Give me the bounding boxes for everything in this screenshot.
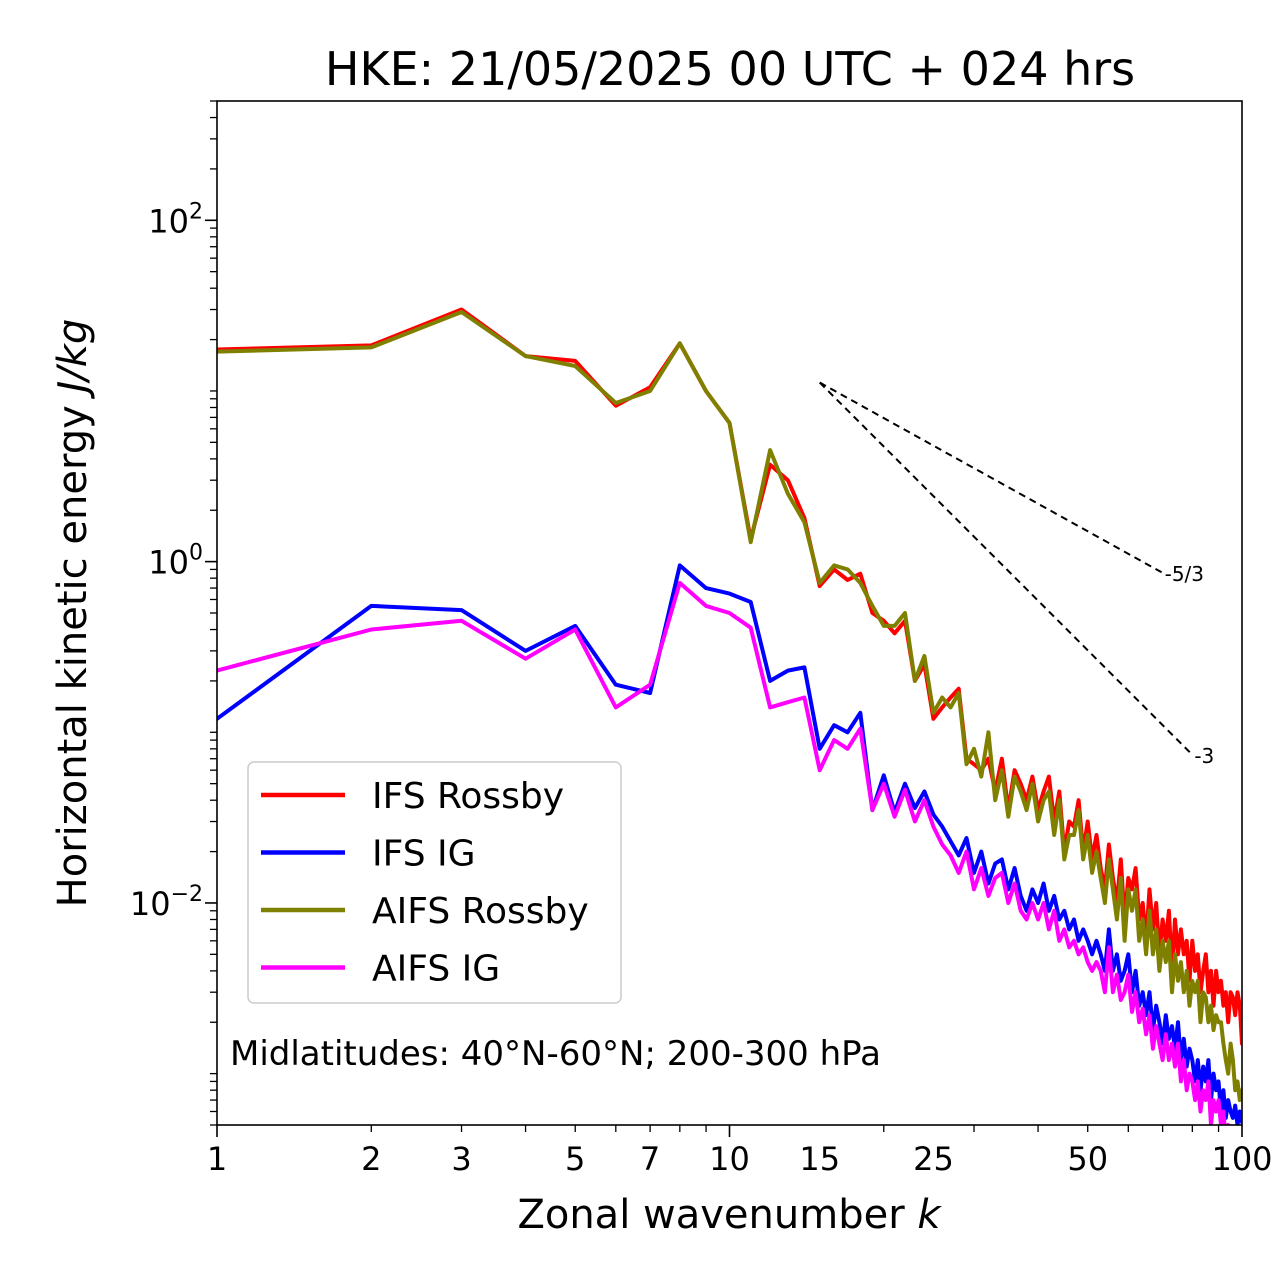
y-tick-label: 102 xyxy=(148,199,203,240)
series-line-aifs-ig xyxy=(217,580,1231,1125)
x-tick-label: 7 xyxy=(640,1140,660,1178)
y-tick-label: 10−2 xyxy=(130,882,203,923)
plot-area: -5/3 -3 1 2 3 5 7 10 15 25 50 100 10−2 100 102 xyxy=(130,100,1273,1178)
reference-slope-line xyxy=(819,381,1164,574)
series-line-aifs-rossby xyxy=(217,310,1242,1103)
y-axis-label: Horizontal kinetic energy J/kg xyxy=(50,319,96,908)
x-axis-ticks: 1 2 3 5 7 10 15 25 50 100 xyxy=(207,1125,1273,1178)
x-tick-label: 15 xyxy=(799,1140,840,1178)
x-tick-label: 50 xyxy=(1067,1140,1108,1178)
reference-slope-layer: -5/3 -3 xyxy=(819,381,1214,768)
y-axis-ticks: 10−2 100 102 xyxy=(130,100,217,1126)
x-tick-label: 25 xyxy=(913,1140,954,1178)
legend-label: IFS IG xyxy=(372,834,476,875)
legend-label: IFS Rossby xyxy=(372,776,564,817)
y-tick-label: 100 xyxy=(148,541,203,582)
series-line-ifs-ig xyxy=(217,563,1242,1125)
x-tick-label: 100 xyxy=(1211,1140,1272,1178)
region-annotation: Midlatitudes: 40°N-60°N; 200-300 hPa xyxy=(230,1034,881,1074)
chart-title: HKE: 21/05/2025 00 UTC + 024 hrs xyxy=(325,42,1135,96)
legend-label: AIFS Rossby xyxy=(372,891,589,932)
x-tick-label: 10 xyxy=(709,1140,750,1178)
reference-slope-label: -5/3 xyxy=(1165,562,1204,586)
x-axis-label: Zonal wavenumber k xyxy=(517,1192,942,1238)
series-layer xyxy=(217,307,1242,1125)
x-tick-label: 1 xyxy=(207,1140,227,1178)
x-tick-label: 5 xyxy=(565,1140,585,1178)
reference-slope-line xyxy=(819,381,1194,756)
legend: IFS Rossby IFS IG AIFS Rossby AIFS IG xyxy=(247,761,622,1004)
legend-box xyxy=(247,761,622,1004)
legend-label: AIFS IG xyxy=(372,949,500,990)
x-tick-label: 3 xyxy=(451,1140,471,1178)
x-tick-label: 2 xyxy=(361,1140,381,1178)
reference-slope-label: -3 xyxy=(1194,744,1214,768)
